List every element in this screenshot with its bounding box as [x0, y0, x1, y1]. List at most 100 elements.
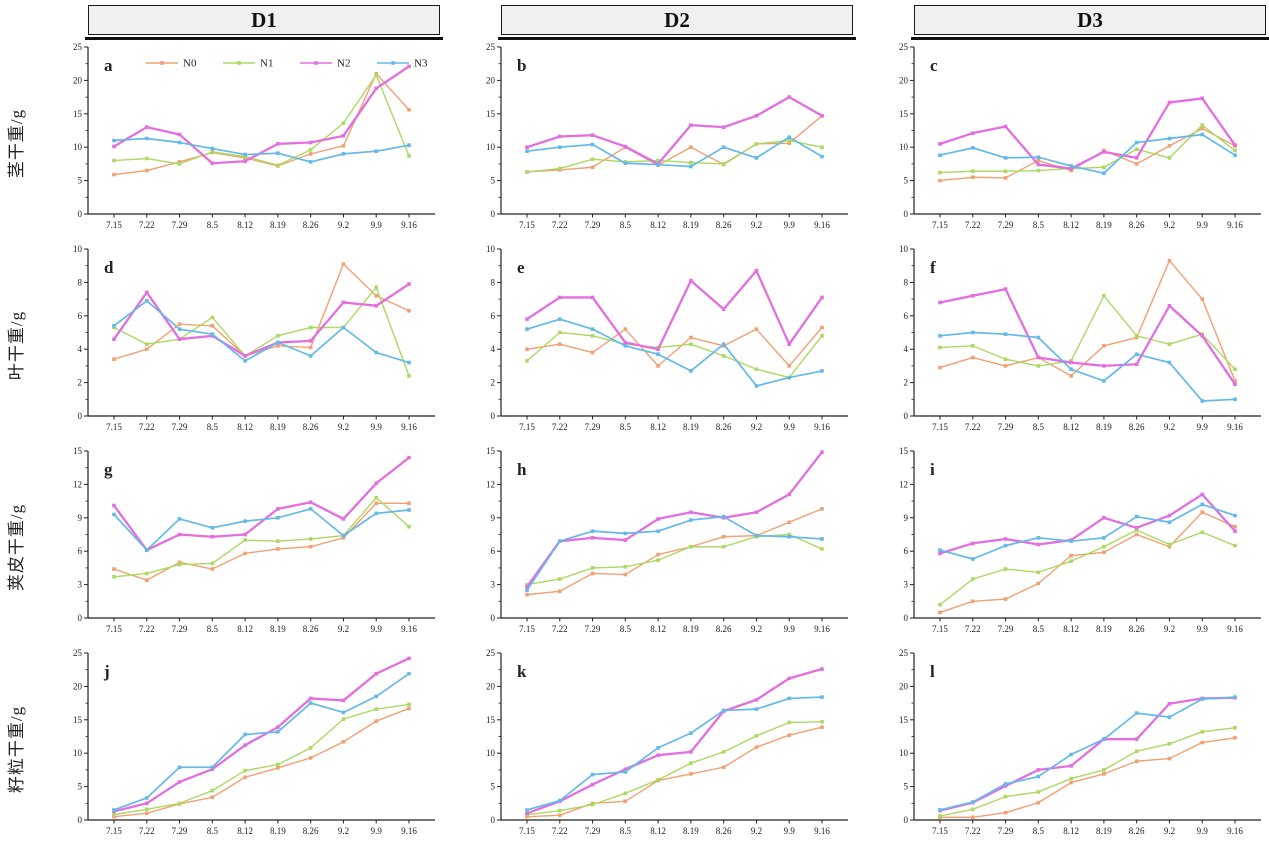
data-point-marker: [308, 339, 313, 343]
y-tick-label: 10: [486, 142, 496, 152]
data-point-marker: [1003, 357, 1008, 362]
data-point-marker: [1036, 355, 1041, 360]
data-point-marker: [970, 800, 975, 804]
series-line-N2: [525, 95, 824, 166]
y-axis-title-grain-dry-weight: 籽粒干重/g: [7, 705, 27, 793]
data-point-marker: [525, 814, 529, 819]
series-line-N1: [939, 727, 1236, 817]
series-N1: [112, 702, 411, 817]
data-point-marker: [557, 330, 562, 335]
data-point-marker: [623, 531, 628, 536]
data-point-marker: [820, 295, 824, 300]
data-point-marker: [1003, 567, 1008, 571]
series-N2: [525, 268, 824, 351]
x-tick-label: 8.26: [716, 220, 732, 230]
x-tick-label: 8.26: [716, 826, 732, 836]
data-point-marker: [689, 123, 693, 127]
y-tick-label: 0: [904, 209, 909, 219]
data-point-marker: [177, 337, 182, 341]
data-point-marker: [1200, 132, 1205, 137]
data-point-marker: [112, 575, 116, 579]
data-point-marker: [1036, 570, 1041, 575]
y-tick-label: 20: [486, 75, 496, 85]
data-point-marker: [1134, 334, 1139, 338]
data-point-marker: [1200, 126, 1205, 131]
data-point-marker: [1036, 335, 1041, 340]
data-point-marker: [754, 745, 759, 749]
chart-panel-i: 0 3 6 9 12 15 7.15 7.22 7.29 8.5 8.12 8.19 8.26 9.2 9.…: [856, 446, 1269, 648]
chart-svg-k: 0 5 10 15 20 25 7.15 7.22 7.29 8.5 8.12 8.19 8.26 9.2…: [486, 648, 848, 836]
data-point-marker: [210, 146, 215, 151]
series-N3: [112, 671, 411, 812]
x-tick-label: 8.19: [683, 220, 699, 230]
data-point-marker: [210, 795, 215, 800]
data-point-marker: [787, 135, 792, 139]
data-point-marker: [1069, 776, 1073, 781]
data-point-marker: [144, 156, 149, 161]
y-tick-label: 9: [904, 513, 909, 523]
x-tick-label: 9.16: [814, 220, 830, 230]
data-point-marker: [407, 671, 411, 676]
data-point-marker: [590, 529, 595, 533]
x-tick-label: 7.29: [998, 422, 1014, 432]
data-point-marker: [341, 698, 346, 703]
data-point-marker: [525, 149, 529, 154]
data-point-marker: [787, 676, 792, 681]
data-point-marker: [689, 335, 693, 340]
data-point-marker: [144, 571, 149, 576]
x-tick-label: 8.12: [650, 826, 666, 836]
series-N1: [525, 720, 824, 817]
x-tick-label: 9.16: [401, 220, 417, 230]
y-tick-label: 0: [904, 815, 909, 825]
data-point-marker: [1200, 123, 1205, 127]
panel-letter: l: [930, 662, 935, 681]
data-point-marker: [341, 144, 346, 148]
data-point-marker: [112, 337, 116, 341]
data-point-marker: [689, 750, 693, 754]
x-tick-label: 8.26: [1129, 624, 1145, 634]
data-point-marker: [308, 140, 313, 145]
data-point-marker: [407, 702, 411, 707]
panel-letter: c: [930, 56, 938, 75]
data-point-marker: [820, 334, 824, 338]
series-line-N1: [113, 497, 410, 578]
series-line-N3: [113, 508, 410, 551]
x-tick-label: 8.26: [716, 624, 732, 634]
y-tick-label: 25: [73, 42, 83, 52]
series-N0: [525, 325, 824, 368]
series-N3: [112, 298, 411, 365]
data-point-marker: [1167, 156, 1172, 160]
x-tick-label: 7.29: [172, 826, 188, 836]
y-tick-label: 5: [78, 782, 83, 792]
x-tick-label: 9.2: [751, 220, 762, 230]
data-point-marker: [407, 501, 411, 506]
y-tick-label: 10: [73, 244, 83, 254]
series-line-N1: [939, 295, 1236, 370]
data-point-marker: [1102, 516, 1106, 520]
data-point-marker: [112, 144, 116, 149]
x-tick-label: 9.2: [1164, 422, 1175, 432]
data-point-marker: [938, 365, 942, 370]
data-point-marker: [656, 347, 660, 351]
x-tick-label: 8.5: [207, 220, 219, 230]
column-header-cell-d2: D2: [443, 0, 856, 42]
data-point-marker: [721, 162, 726, 166]
data-point-marker: [144, 548, 149, 552]
series-N2: [525, 95, 824, 166]
data-point-marker: [656, 746, 660, 750]
x-tick-label: 8.12: [1063, 624, 1079, 634]
data-point-marker: [1102, 364, 1106, 368]
data-point-marker: [525, 170, 529, 174]
data-point-marker: [341, 740, 346, 744]
series-N2: [938, 287, 1237, 387]
series-line-N3: [939, 133, 1236, 175]
x-tick-label: 7.22: [965, 220, 981, 230]
data-point-marker: [970, 599, 975, 604]
data-point-marker: [1233, 513, 1237, 518]
y-tick-label: 12: [73, 479, 82, 489]
y-axis-title-stem-dry-weight: 茎干重/g: [7, 108, 27, 178]
y-tick-label: 0: [491, 815, 496, 825]
legend: N0 N1 N2 N3: [146, 58, 428, 70]
data-point-marker: [590, 334, 595, 338]
y-axis-title-leaf-dry-weight: 叶干重/g: [7, 310, 27, 380]
